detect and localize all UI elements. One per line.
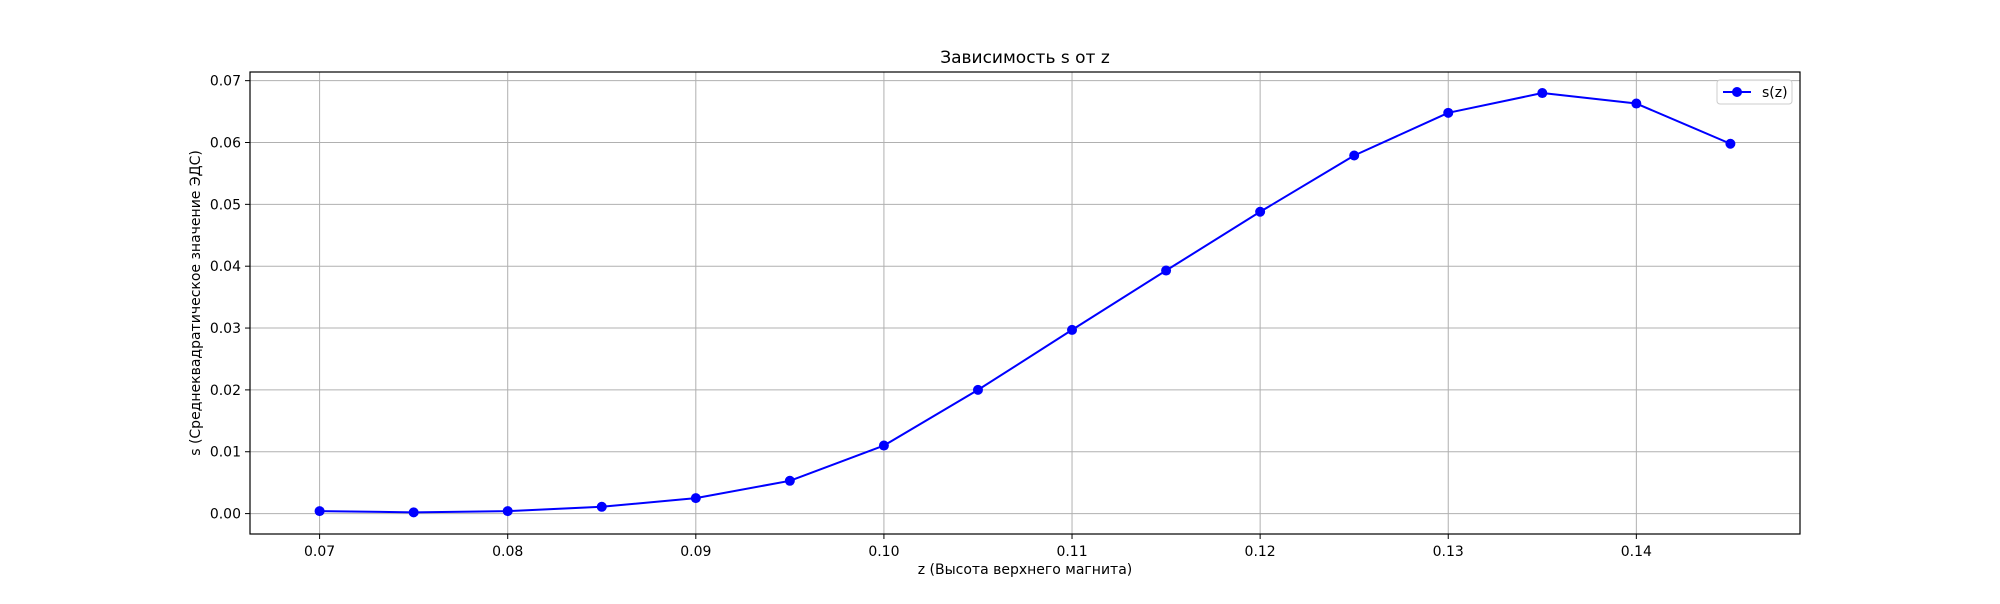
data-point bbox=[1631, 98, 1642, 109]
legend: s(z) bbox=[1716, 79, 1793, 105]
x-tick-label: 0.08 bbox=[492, 544, 523, 560]
data-point bbox=[784, 475, 795, 486]
y-tick-label: 0.02 bbox=[210, 383, 241, 399]
x-tick-label: 0.14 bbox=[1621, 544, 1652, 560]
data-point bbox=[314, 506, 325, 517]
data-point bbox=[1537, 88, 1548, 99]
x-tick-label: 0.11 bbox=[1056, 544, 1087, 560]
data-point bbox=[1255, 206, 1266, 217]
data-point bbox=[1067, 324, 1078, 335]
y-tick-label: 0.01 bbox=[210, 445, 241, 461]
data-point bbox=[1349, 150, 1360, 161]
y-tick-label: 0.07 bbox=[210, 74, 241, 90]
y-tick-label: 0.03 bbox=[210, 321, 241, 337]
series-layer bbox=[314, 88, 1736, 518]
x-tick-label: 0.07 bbox=[304, 544, 335, 560]
legend-label: s(z) bbox=[1762, 85, 1788, 101]
x-tick-label: 0.10 bbox=[868, 544, 899, 560]
x-axis: 0.07 0.08 0.09 0.10 0.11 0.12 0.13 0.14 bbox=[304, 534, 1652, 560]
x-tick-label: 0.09 bbox=[680, 544, 711, 560]
grid bbox=[250, 72, 1800, 534]
y-axis: 0.00 0.01 0.02 0.03 0.04 0.05 0.06 0.07 bbox=[210, 74, 250, 523]
series-line-0 bbox=[319, 92, 1731, 514]
data-point bbox=[1161, 265, 1172, 276]
y-tick-label: 0.06 bbox=[210, 136, 241, 152]
data-point bbox=[408, 507, 419, 518]
y-tick-label: 0.05 bbox=[210, 197, 241, 213]
legend-marker-swatch bbox=[1732, 87, 1742, 97]
y-axis-label: s (Среднеквадратическое значение ЭДС) bbox=[188, 150, 204, 456]
data-point bbox=[1725, 138, 1736, 149]
data-point bbox=[690, 493, 701, 504]
x-tick-label: 0.13 bbox=[1433, 544, 1464, 560]
x-tick-label: 0.12 bbox=[1245, 544, 1276, 560]
data-point bbox=[972, 384, 983, 395]
y-tick-label: 0.04 bbox=[210, 259, 241, 275]
data-point bbox=[878, 440, 889, 451]
data-point bbox=[1443, 107, 1454, 118]
y-tick-label: 0.00 bbox=[210, 507, 241, 523]
data-point bbox=[596, 501, 607, 512]
chart-title: Зависимость s от z bbox=[940, 48, 1110, 68]
plot-area-frame bbox=[249, 71, 1801, 535]
legend-box bbox=[1716, 79, 1793, 105]
x-axis-label: z (Высота верхнего магнита) bbox=[918, 562, 1132, 578]
data-point bbox=[502, 506, 513, 517]
